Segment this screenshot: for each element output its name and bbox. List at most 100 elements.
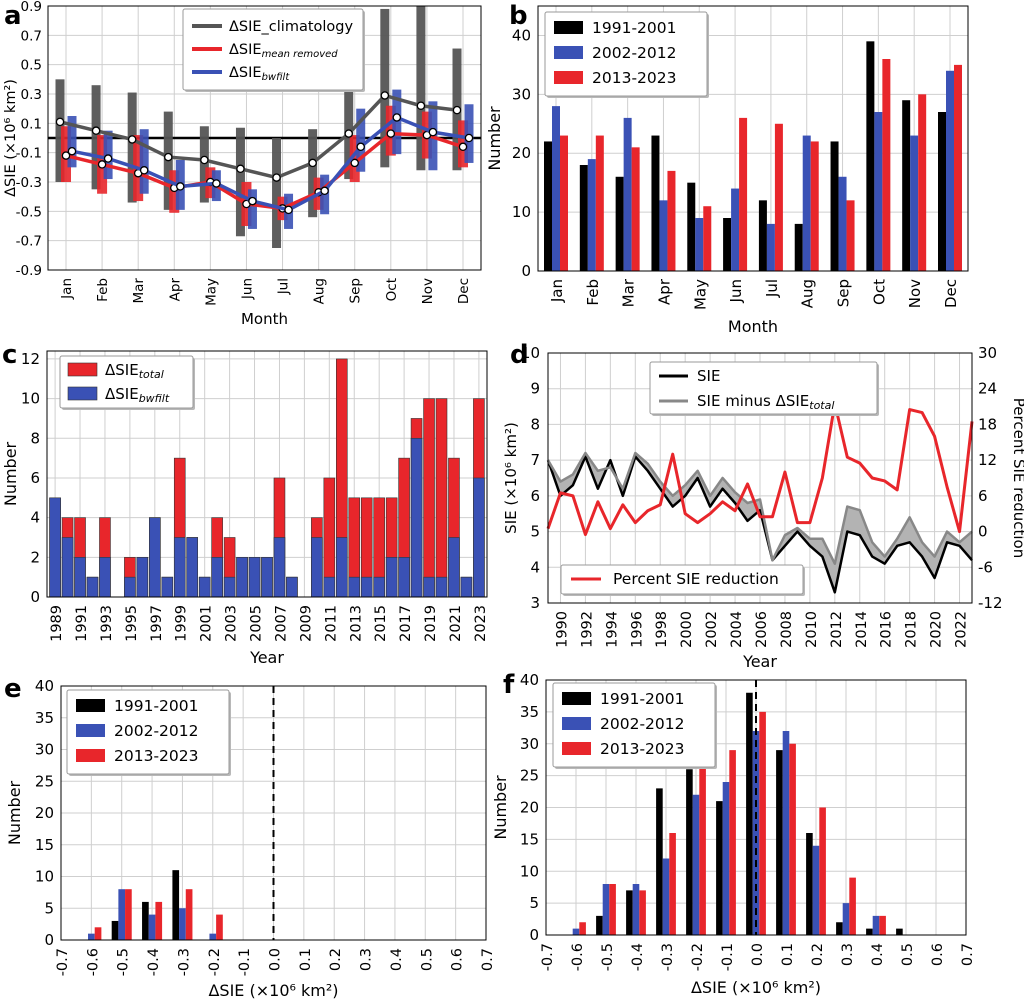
bar — [703, 206, 712, 271]
range-bar — [67, 116, 77, 168]
plot-frame — [547, 352, 973, 604]
bar — [410, 437, 423, 598]
y-tick-label: 9 — [530, 380, 540, 398]
y-tick-label: 0.7 — [21, 28, 42, 44]
legend-box — [544, 11, 708, 97]
x-tick-label: 0.3 — [840, 943, 856, 966]
bar — [473, 477, 485, 598]
range-bar — [392, 89, 402, 155]
bar — [273, 537, 286, 598]
x-tick-label: 0.2 — [810, 943, 826, 966]
bar — [602, 884, 610, 935]
x-tick-label: 1999 — [174, 605, 190, 642]
bar — [161, 576, 174, 598]
legend-entry: 2013-2023 — [592, 69, 677, 87]
x-tick-label: Jun — [239, 278, 255, 300]
y-tick-label: 8 — [30, 429, 40, 447]
legend-swatch — [554, 21, 583, 34]
legend-box — [182, 8, 364, 91]
range-bar — [91, 85, 101, 190]
panel-label-c: c — [2, 340, 17, 370]
x-tick-label: 2000 — [679, 611, 695, 648]
x-tick-label: 2005 — [249, 605, 265, 642]
x-tick-label: -0.5 — [116, 948, 132, 976]
x-tick-label: 2014 — [854, 611, 870, 648]
bar — [946, 70, 954, 272]
bar — [615, 176, 624, 271]
x-tick-label: Jun — [727, 279, 745, 303]
series-point — [127, 135, 137, 144]
y-tick-label: 25 — [520, 767, 539, 785]
legend-entry: 2002-2012 — [600, 715, 685, 733]
y-tick-label: 20 — [35, 804, 54, 822]
y-tick-label: 10 — [35, 868, 54, 886]
series-line — [546, 451, 973, 565]
panel-label-d: d — [510, 340, 529, 370]
y-tick-label: 3 — [530, 594, 540, 612]
bar — [722, 782, 730, 935]
x-tick-label: Nov — [420, 278, 436, 304]
bar — [186, 537, 198, 598]
bar — [155, 901, 163, 940]
legend-swatch — [76, 749, 105, 762]
bar — [211, 557, 223, 598]
range-bar — [272, 138, 282, 248]
panel-label-e: e — [4, 674, 22, 704]
bar — [842, 903, 850, 935]
bar — [111, 920, 119, 940]
bar — [86, 576, 99, 598]
bar — [687, 182, 696, 271]
x-tick-label: Mar — [620, 278, 638, 307]
x-tick-label: May — [691, 279, 709, 310]
series-point — [55, 117, 65, 127]
bar — [560, 135, 568, 271]
bar — [819, 807, 826, 935]
x-tick-label: 1994 — [604, 611, 620, 648]
bar — [659, 200, 668, 271]
bar — [149, 517, 161, 598]
x-tick-label: Sep — [348, 278, 364, 303]
bar — [667, 170, 676, 271]
bar — [695, 218, 704, 271]
legend-entry: 2013-2023 — [114, 747, 199, 765]
x-tick-label: Mar — [131, 278, 147, 304]
series-point — [458, 142, 468, 152]
panel-f: 0 5 10 15 20 25 30 35 40 -0.7 -0.6 -0.5 -0.4 -0.3 -0.2… — [491, 671, 976, 997]
series-point — [308, 158, 317, 168]
x-tick-label: 2022 — [954, 611, 970, 648]
plot-frame — [60, 685, 487, 941]
series-point — [139, 166, 149, 175]
range-bar — [199, 126, 209, 203]
x-tick-label: 2001 — [199, 605, 215, 642]
panel-b: 0 10 20 30 40 Jan Feb Mar Apr May Jun Jul Aug Sep Oct N… — [485, 5, 969, 336]
series-point — [464, 133, 474, 143]
legend-entry: ΔSIEbwfilt — [229, 65, 290, 83]
x-tick-label: -0.4 — [630, 943, 646, 971]
series-point — [284, 205, 293, 215]
x-tick-label: 2006 — [754, 611, 770, 648]
bar — [746, 692, 753, 935]
x-tick-label: 0.6 — [930, 943, 946, 966]
bar — [99, 557, 111, 598]
x-tick-label: Jul — [276, 278, 292, 295]
x-tick-label: 1998 — [654, 611, 670, 648]
y-tick-label: 7 — [530, 451, 540, 469]
legend-swatch — [562, 717, 591, 730]
bar — [626, 890, 633, 935]
bar — [752, 731, 760, 935]
y-tick-label: -0.1 — [16, 146, 42, 162]
x-axis-label: ΔSIE (×10⁶ km²) — [208, 981, 338, 1000]
bar — [729, 750, 736, 935]
x-tick-label: 2007 — [273, 605, 289, 642]
bar — [323, 576, 336, 598]
x-tick-label: -0.3 — [660, 943, 676, 971]
legend-entry: 2002-2012 — [114, 722, 199, 740]
legend-entry: 1991-2001 — [600, 690, 685, 708]
bar — [699, 762, 706, 935]
bar — [782, 731, 790, 935]
legend-entry: ΔSIEmean removed — [229, 42, 338, 60]
x-tick-label: 1992 — [579, 611, 595, 648]
x-tick-label: 0.0 — [268, 948, 284, 971]
bar — [448, 537, 460, 598]
